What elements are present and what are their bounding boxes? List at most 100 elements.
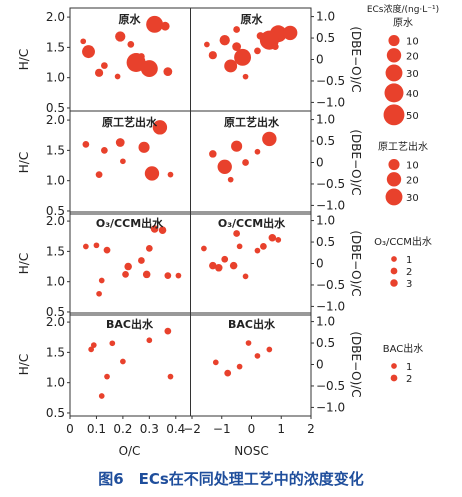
y2-tick-label: 1.0 [316,214,335,228]
data-point [122,271,129,278]
y2-tick-label: −1.0 [316,400,345,414]
y2-tick-label: −0.5 [316,177,345,191]
y2-tick-label: 0.5 [316,336,335,350]
data-point [163,67,173,77]
legend-label: 2 [406,374,412,385]
data-point [140,60,158,78]
data-point [101,147,108,154]
data-point [262,131,277,147]
x2-tick-label: 1 [277,422,285,436]
y-axis-label: H/C [17,152,31,173]
y2-tick-label: 1.0 [316,10,335,24]
legend-marker [390,279,398,287]
legend-title: ECs浓度/(ng·L⁻¹) [367,3,439,15]
data-point [138,141,150,153]
data-point [142,270,151,279]
data-point [260,242,267,250]
legend-label: 30 [406,69,419,80]
data-point [201,245,207,252]
data-point [268,233,277,242]
x-tick-label: 0.4 [166,422,185,436]
data-point [144,166,160,181]
legend-marker [384,83,404,103]
y2-axis-label: (DBE−O)/C [349,230,363,296]
y-tick-label: 0.5 [46,305,65,319]
data-point [94,68,104,77]
data-point [224,59,238,73]
data-point [88,346,95,353]
y2-axis-label: (DBE−O)/C [349,129,363,195]
data-point [114,73,121,80]
y-tick-label: 2.0 [46,315,65,329]
data-point [209,261,217,270]
data-point [115,138,125,147]
data-point [221,255,229,263]
data-point [103,246,111,254]
y2-tick-label: −1.0 [316,299,345,313]
panel-label: BAC出水 [106,317,154,331]
data-point [90,342,97,348]
y-tick-label: 1.5 [46,40,65,54]
x-tick-label: 0.3 [140,422,159,436]
y-tick-label: 0.5 [46,406,65,420]
data-point [204,41,210,48]
legend-subtitle: 原水 [393,17,413,29]
data-point [152,120,168,135]
legend-label: 10 [406,161,419,172]
x-tick-label: 0 [66,422,74,436]
panel-label: O₃/CCM出水 [96,216,164,230]
y-axis-label: H/C [17,354,31,375]
data-point [115,31,126,42]
data-point [146,337,153,344]
data-point [275,237,282,243]
data-point [254,148,261,155]
legend-marker [386,48,402,63]
data-point [208,51,217,60]
data-point [215,264,223,272]
data-point [234,48,252,66]
data-point [266,346,273,353]
data-point [158,226,167,234]
legend-marker [385,188,403,206]
y2-tick-label: 0 [316,358,324,372]
x2-tick-label: −2 [183,422,201,436]
data-point [96,290,102,297]
data-point [236,363,243,370]
data-point [93,242,100,249]
y-tick-label: 1.0 [46,71,65,85]
legend-subtitle: BAC出水 [383,342,424,355]
y-tick-label: 1.5 [46,345,65,359]
y-tick-label: 1.0 [46,174,65,188]
data-point [212,359,219,366]
y-tick-label: 2.0 [46,10,65,24]
y2-tick-label: 0.5 [316,134,335,148]
legend-marker [391,256,397,262]
legend-label: 10 [406,37,419,48]
data-point [167,171,174,178]
data-point [224,369,232,377]
data-point [256,32,265,40]
x2-axis-label: NOSC [234,444,268,458]
y2-tick-label: −1.0 [316,95,345,109]
data-point [282,25,298,41]
y2-tick-label: 0 [316,53,324,67]
data-point [138,53,145,60]
y2-tick-label: 0 [316,257,324,271]
y2-axis-label: (DBE−O)/C [349,26,363,92]
data-point [95,171,103,178]
legend-marker [391,363,397,369]
data-point [227,176,234,183]
legend-marker [388,35,400,47]
legend-label: 1 [406,362,412,373]
y2-tick-label: 1.0 [316,113,335,127]
legend-marker [390,267,398,275]
y-axis-label: H/C [17,49,31,70]
data-point [160,21,170,31]
panel-label: 原水 [119,12,142,26]
legend-label: 2 [406,267,412,278]
x2-tick-label: −1 [213,422,231,436]
y2-axis-label: (DBE−O)/C [349,331,363,397]
data-point [124,262,132,271]
figure-caption: 图6 ECs在不同处理工艺中的浓度变化 [98,470,364,488]
data-point [254,47,261,55]
